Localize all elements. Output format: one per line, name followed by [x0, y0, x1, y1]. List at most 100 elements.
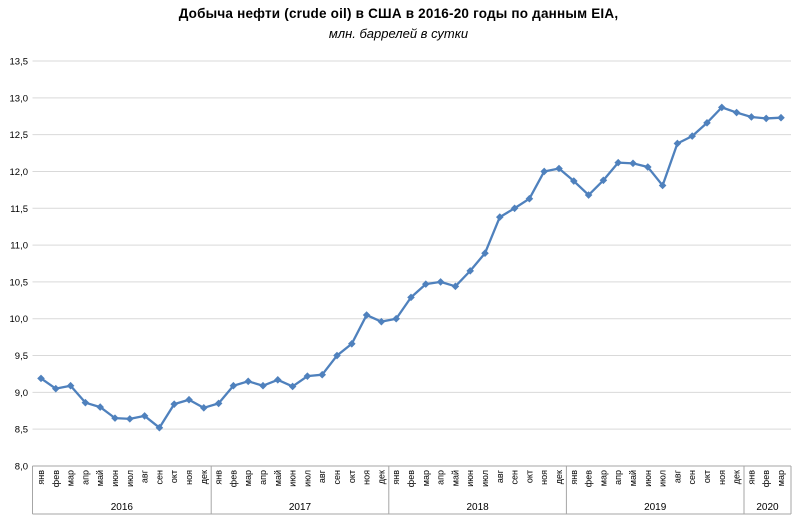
- x-axis-month-label: июл: [125, 470, 135, 487]
- x-axis-month-label: май: [628, 470, 638, 486]
- x-axis-year-label: 2017: [289, 502, 312, 513]
- data-point-marker: [303, 372, 312, 380]
- data-point-marker: [599, 176, 608, 185]
- data-point-marker: [762, 114, 770, 123]
- x-axis-month-label: апр: [436, 470, 446, 485]
- data-point-marker: [644, 163, 652, 171]
- data-point-marker: [318, 370, 326, 379]
- data-point-marker: [229, 381, 238, 390]
- y-axis-tick-label: 8,0: [15, 462, 28, 473]
- x-axis-month-label: сен: [687, 470, 697, 485]
- chart-title: Добыча нефти (crude oil) в США в 2016-20…: [178, 6, 619, 21]
- data-point-marker: [732, 108, 741, 117]
- x-axis-month-label: ноя: [717, 470, 727, 485]
- x-axis-month-label: июл: [480, 470, 490, 487]
- data-point-marker: [496, 213, 504, 221]
- data-point-marker: [66, 381, 75, 390]
- x-axis-month-label: авг: [495, 469, 505, 483]
- y-axis-tick-label: 11,0: [10, 241, 28, 252]
- data-point-marker: [259, 381, 267, 390]
- x-axis-month-label: май: [450, 470, 460, 486]
- data-point-marker: [126, 415, 134, 423]
- data-point-marker: [718, 103, 726, 112]
- data-point-marker: [37, 374, 45, 383]
- y-axis-tick-label: 11,5: [10, 204, 28, 215]
- data-point-marker: [288, 382, 297, 391]
- data-point-marker: [52, 384, 60, 393]
- x-axis-month-label: дек: [199, 470, 209, 484]
- x-axis-month-label: июн: [110, 470, 120, 487]
- data-point-marker: [629, 159, 637, 168]
- x-axis-month-label: июн: [643, 470, 653, 487]
- x-axis-month-label: окт: [702, 470, 712, 483]
- data-point-marker: [658, 181, 667, 190]
- x-axis-month-label: фев: [761, 470, 771, 487]
- x-axis-month-label: сен: [510, 470, 520, 485]
- x-axis-month-label: мар: [598, 470, 608, 486]
- x-axis-month-label: ноя: [362, 470, 372, 485]
- data-point-marker: [214, 399, 223, 408]
- x-axis-month-label: окт: [524, 470, 534, 483]
- x-axis-month-label: янв: [569, 470, 579, 485]
- data-point-marker: [200, 404, 208, 412]
- x-axis-month-label: июн: [465, 470, 475, 487]
- data-point-marker: [436, 278, 445, 286]
- data-point-marker: [170, 400, 178, 408]
- x-axis-month-label: дек: [732, 470, 742, 484]
- data-point-marker: [570, 177, 578, 185]
- data-point-marker: [348, 339, 356, 348]
- data-point-marker: [244, 377, 252, 386]
- x-axis-month-label: авг: [672, 469, 682, 483]
- x-axis-month-label: авг: [317, 469, 327, 483]
- data-point-marker: [407, 293, 415, 302]
- x-axis-month-label: окт: [169, 470, 179, 483]
- data-point-marker: [422, 280, 430, 288]
- x-axis-month-label: фев: [406, 470, 416, 487]
- x-axis-month-label: май: [273, 470, 283, 486]
- x-axis-month-label: мар: [776, 470, 786, 486]
- x-axis-month-label: ноя: [184, 470, 194, 485]
- y-axis-tick-label: 12,5: [10, 130, 29, 141]
- data-point-marker: [777, 113, 785, 122]
- data-point-marker: [333, 351, 341, 360]
- x-axis-month-label: фев: [584, 470, 594, 487]
- data-point-marker: [362, 311, 371, 319]
- data-point-marker: [392, 314, 400, 323]
- data-point-marker: [510, 204, 519, 213]
- x-axis-month-label: янв: [746, 470, 756, 485]
- data-point-marker: [747, 113, 756, 121]
- data-point-marker: [481, 249, 489, 257]
- chart-subtitle: млн. баррелей в сутки: [328, 26, 469, 41]
- x-axis-year-label: 2020: [756, 502, 779, 513]
- data-point-marker: [540, 167, 548, 176]
- x-axis-year-label: 2018: [466, 502, 489, 513]
- x-axis-year-label: 2016: [111, 502, 134, 513]
- x-axis-month-label: апр: [613, 470, 623, 485]
- data-point-marker: [140, 412, 149, 420]
- x-axis-month-label: мар: [421, 470, 431, 486]
- data-point-marker: [614, 158, 622, 167]
- y-axis-tick-label: 9,5: [15, 351, 28, 362]
- data-point-marker: [111, 414, 119, 422]
- x-axis-month-label: фев: [228, 470, 238, 487]
- x-axis-month-label: авг: [140, 469, 150, 483]
- y-axis-tick-label: 13,0: [10, 93, 29, 104]
- data-point-marker: [673, 139, 682, 148]
- x-axis-month-label: сен: [332, 470, 342, 485]
- y-axis-tick-label: 10,0: [10, 314, 29, 325]
- x-axis-year-label: 2019: [644, 502, 667, 513]
- data-point-marker: [584, 191, 593, 199]
- y-axis-tick-label: 8,5: [15, 425, 28, 436]
- data-point-marker: [703, 119, 711, 127]
- data-point-marker: [688, 132, 696, 140]
- data-series-line: [39, 106, 783, 429]
- data-point-marker: [81, 398, 90, 407]
- y-axis-tick-label: 12,0: [10, 167, 29, 178]
- data-point-marker: [525, 194, 534, 203]
- x-axis-month-label: июл: [302, 470, 312, 487]
- x-axis-month-label: янв: [391, 470, 401, 485]
- data-point-marker: [555, 164, 563, 173]
- data-point-marker: [377, 317, 386, 326]
